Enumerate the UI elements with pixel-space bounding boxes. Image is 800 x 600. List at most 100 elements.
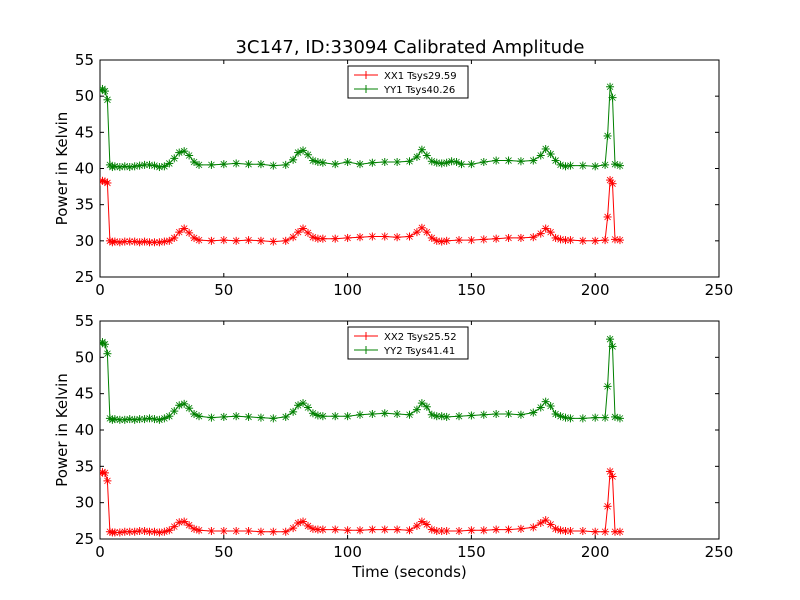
- data-point: [244, 236, 253, 245]
- data-point: [412, 521, 421, 530]
- marker-d2: [156, 163, 163, 171]
- data-point: [467, 526, 476, 535]
- marker-d2: [591, 237, 599, 245]
- marker-d2: [552, 525, 559, 533]
- data-point: [556, 412, 565, 421]
- data-point: [608, 179, 617, 188]
- data-point: [603, 502, 612, 511]
- marker-d2: [151, 238, 158, 246]
- marker-d2: [480, 411, 488, 419]
- marker-d2: [331, 412, 339, 420]
- marker-d2: [156, 416, 163, 424]
- data-point: [536, 151, 545, 160]
- marker-d2: [304, 229, 312, 237]
- data-point: [269, 527, 278, 536]
- data-point: [219, 412, 228, 421]
- data-point: [103, 95, 112, 104]
- data-point: [170, 522, 179, 531]
- data-point: [207, 236, 216, 245]
- marker-d2: [161, 528, 168, 536]
- data-point: [289, 233, 298, 242]
- marker-d2: [116, 529, 124, 536]
- marker-d2: [418, 518, 426, 525]
- marker-d2: [299, 225, 307, 232]
- data-point: [219, 160, 228, 169]
- marker-d2: [175, 228, 183, 236]
- marker-d2: [232, 237, 240, 245]
- data-point: [405, 232, 414, 241]
- data-point: [343, 526, 352, 535]
- data-point: [331, 234, 340, 243]
- marker-d2: [289, 408, 297, 416]
- marker-d2: [185, 229, 193, 237]
- marker-d2: [146, 528, 153, 536]
- y-tick-label: 40: [75, 421, 94, 439]
- marker-d2: [245, 236, 252, 244]
- marker-d2: [190, 158, 198, 166]
- marker-d2: [468, 526, 475, 534]
- marker-d2: [270, 415, 277, 422]
- data-point: [615, 236, 624, 245]
- marker-d2: [131, 416, 138, 424]
- marker-d2: [175, 519, 183, 526]
- data-point: [412, 405, 421, 414]
- data-point: [289, 155, 298, 164]
- marker-d2: [116, 416, 124, 424]
- marker-d2: [245, 413, 252, 421]
- data-point: [195, 412, 204, 421]
- marker-d2: [369, 526, 376, 533]
- marker-d2: [270, 238, 277, 245]
- marker-d2: [309, 410, 317, 417]
- marker-d2: [616, 415, 624, 422]
- marker-d2: [195, 161, 203, 169]
- marker-d2: [146, 238, 153, 246]
- data-point: [355, 526, 364, 535]
- marker-d2: [423, 403, 431, 411]
- data-point: [380, 232, 389, 241]
- marker-d2: [136, 238, 143, 246]
- marker-d2: [309, 157, 317, 164]
- marker-d2: [505, 234, 512, 242]
- data-point: [281, 412, 290, 421]
- data-point: [343, 412, 352, 421]
- data-point: [615, 527, 624, 536]
- data-point: [331, 412, 340, 421]
- data-point: [180, 399, 189, 408]
- marker-d2: [393, 158, 401, 166]
- marker-d2: [331, 526, 339, 533]
- data-point: [170, 407, 179, 416]
- data-point: [442, 236, 451, 245]
- marker-d2: [190, 525, 198, 533]
- legend-label: YY2 Tsys41.41: [383, 346, 455, 357]
- data-point: [455, 236, 464, 245]
- marker-d2: [530, 157, 537, 164]
- data-point: [115, 415, 124, 424]
- marker-d2: [126, 528, 133, 536]
- marker-d2: [190, 410, 198, 418]
- marker-d2: [480, 158, 488, 166]
- data-point: [100, 87, 109, 96]
- bottom-panel: 0 50 100 150 200 250 25 30 35 40 45 50 55 Power in Ke…: [53, 312, 733, 581]
- marker-d2: [609, 180, 616, 187]
- marker-d2: [126, 163, 133, 171]
- marker-d2: [185, 404, 193, 412]
- data-point: [479, 157, 488, 166]
- series-yy: [100, 335, 624, 424]
- data-point: [541, 224, 550, 233]
- legend-label: YY1 Tsys40.26: [383, 85, 455, 96]
- marker-d2: [257, 414, 265, 421]
- data-point: [504, 525, 513, 534]
- data-point: [294, 519, 303, 528]
- data-point: [566, 161, 575, 170]
- data-point: [100, 468, 109, 477]
- marker-d2: [492, 410, 500, 418]
- data-point: [393, 525, 402, 534]
- marker-d2: [166, 237, 173, 245]
- marker-d2: [111, 529, 119, 536]
- data-point: [318, 234, 327, 243]
- marker-d2: [413, 153, 421, 161]
- marker-d2: [136, 162, 143, 169]
- data-point: [546, 228, 555, 237]
- marker-d2: [161, 163, 168, 170]
- marker-d2: [294, 519, 302, 527]
